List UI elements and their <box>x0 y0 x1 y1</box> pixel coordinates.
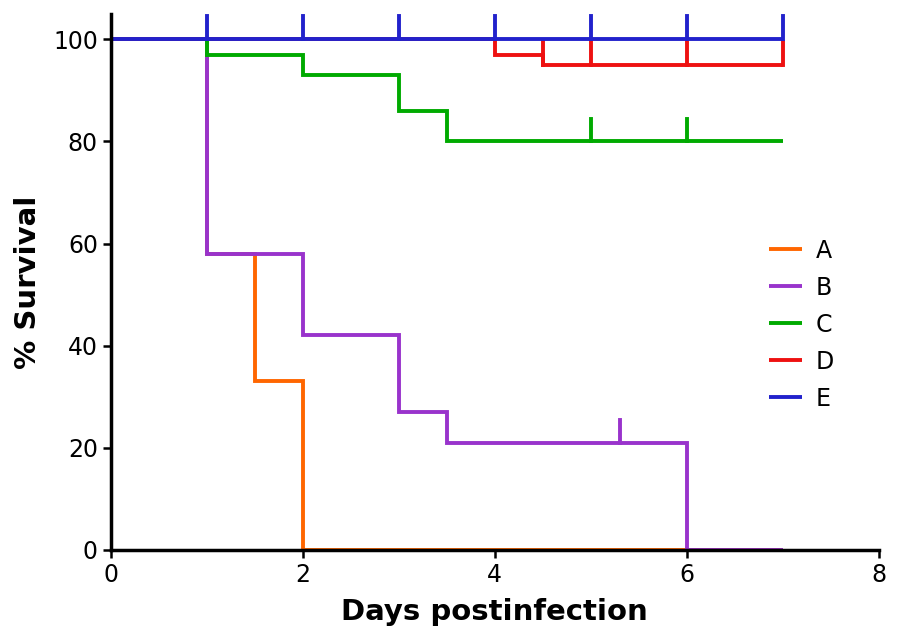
D <box>105 36 116 44</box>
C <box>490 138 500 145</box>
Line: C: C <box>111 40 783 141</box>
D <box>490 51 500 59</box>
A <box>105 36 116 44</box>
C <box>441 138 452 145</box>
C <box>778 138 788 145</box>
B <box>585 439 596 447</box>
B <box>105 36 116 44</box>
A <box>298 546 309 554</box>
A <box>298 378 309 385</box>
C <box>585 138 596 145</box>
B <box>202 36 212 44</box>
B <box>614 439 625 447</box>
C <box>202 51 212 59</box>
B <box>393 408 404 416</box>
Line: A: A <box>111 40 783 550</box>
C <box>202 36 212 44</box>
A <box>202 250 212 258</box>
B <box>778 546 788 554</box>
Legend: A, B, C, D, E: A, B, C, D, E <box>760 229 843 420</box>
A <box>249 250 260 258</box>
B <box>490 439 500 447</box>
B <box>441 439 452 447</box>
B <box>490 439 500 447</box>
C <box>393 71 404 79</box>
D <box>585 61 596 68</box>
A <box>778 546 788 554</box>
B <box>298 250 309 258</box>
D <box>537 51 548 59</box>
D <box>393 36 404 44</box>
C <box>393 107 404 115</box>
Line: B: B <box>111 40 783 550</box>
B <box>441 408 452 416</box>
B <box>393 332 404 339</box>
Y-axis label: % Survival: % Survival <box>14 195 42 369</box>
D <box>585 61 596 68</box>
D <box>778 61 788 68</box>
B <box>585 439 596 447</box>
C <box>585 138 596 145</box>
B <box>681 439 692 447</box>
D <box>490 36 500 44</box>
C <box>105 36 116 44</box>
C <box>298 71 309 79</box>
C <box>490 138 500 145</box>
A <box>249 378 260 385</box>
D <box>537 61 548 68</box>
B <box>298 332 309 339</box>
A <box>202 36 212 44</box>
B <box>202 250 212 258</box>
Line: D: D <box>111 40 783 65</box>
D <box>393 36 404 44</box>
B <box>681 546 692 554</box>
B <box>614 439 625 447</box>
C <box>298 51 309 59</box>
X-axis label: Days postinfection: Days postinfection <box>341 598 648 626</box>
C <box>441 107 452 115</box>
